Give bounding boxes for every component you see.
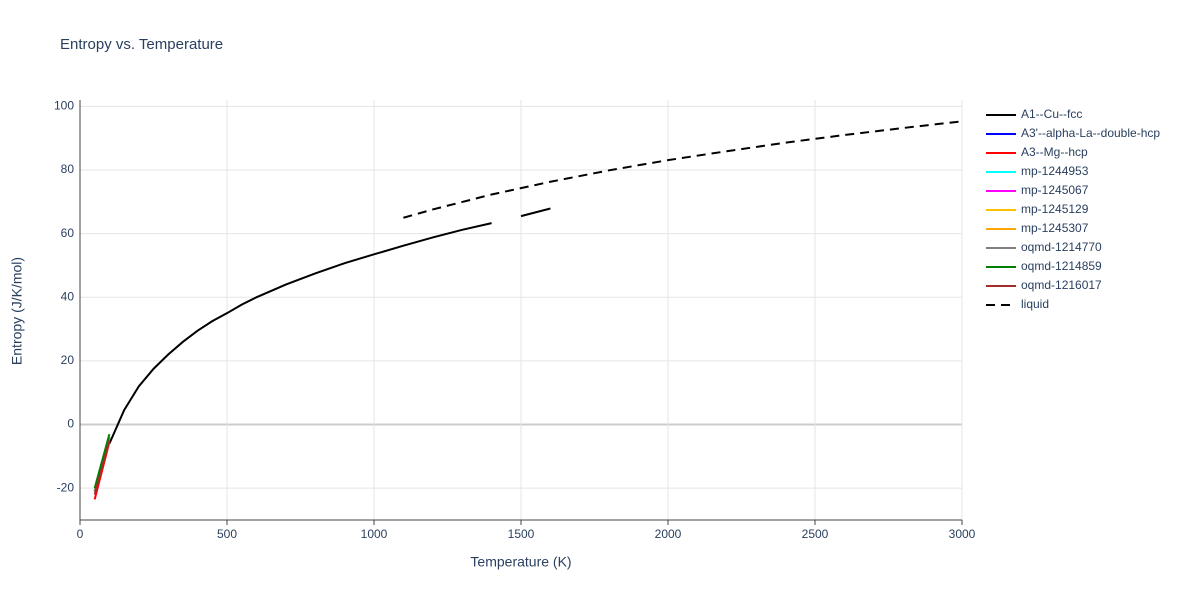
series-line [108, 207, 551, 445]
x-tick-label: 0 [77, 527, 84, 541]
legend-label: mp-1245307 [1021, 221, 1089, 235]
y-tick-label: -20 [57, 480, 75, 494]
y-tick-label: 80 [61, 162, 75, 176]
legend-label: mp-1244953 [1021, 164, 1089, 178]
legend-label: mp-1245129 [1021, 202, 1089, 216]
x-tick-label: 1500 [508, 527, 535, 541]
legend-label: mp-1245067 [1021, 183, 1089, 197]
x-axis-title: Temperature (K) [470, 554, 571, 570]
y-tick-label: 40 [61, 289, 75, 303]
series-line [93, 433, 111, 489]
x-tick-label: 500 [217, 527, 237, 541]
x-tick-label: 1000 [361, 527, 388, 541]
legend-label: oqmd-1214859 [1021, 259, 1102, 273]
legend-label: oqmd-1214770 [1021, 240, 1102, 254]
series-line [93, 440, 111, 495]
x-tick-label: 2000 [655, 527, 682, 541]
y-tick-label: 60 [61, 226, 75, 240]
series-line [403, 120, 963, 219]
x-tick-label: 3000 [949, 527, 976, 541]
legend-label: A3--Mg--hcp [1021, 145, 1088, 159]
x-tick-label: 2500 [802, 527, 829, 541]
legend-label: A3'--alpha-La--double-hcp [1021, 126, 1160, 140]
y-tick-label: 0 [67, 417, 74, 431]
legend-label: liquid [1021, 297, 1049, 311]
chart-title: Entropy vs. Temperature [60, 36, 223, 53]
y-axis-title: Entropy (J/K/mol) [9, 257, 25, 365]
y-tick-label: 20 [61, 353, 75, 367]
legend-label: oqmd-1216017 [1021, 278, 1102, 292]
legend-label: A1--Cu--fcc [1021, 107, 1082, 121]
y-tick-label: 100 [54, 99, 74, 113]
